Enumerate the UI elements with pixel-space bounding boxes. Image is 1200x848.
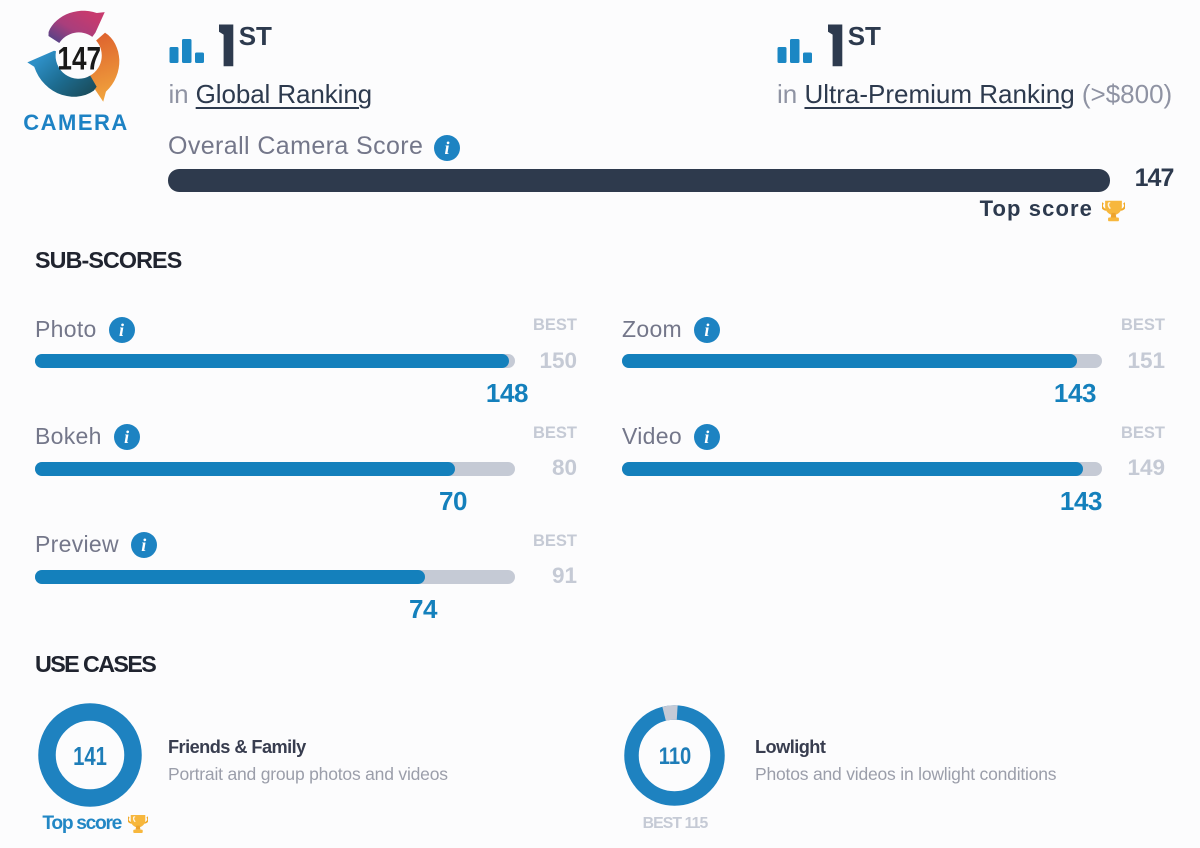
svg-text:ST: ST [848,22,881,51]
svg-text:ST: ST [239,22,272,51]
svg-text:147: 147 [57,41,101,77]
